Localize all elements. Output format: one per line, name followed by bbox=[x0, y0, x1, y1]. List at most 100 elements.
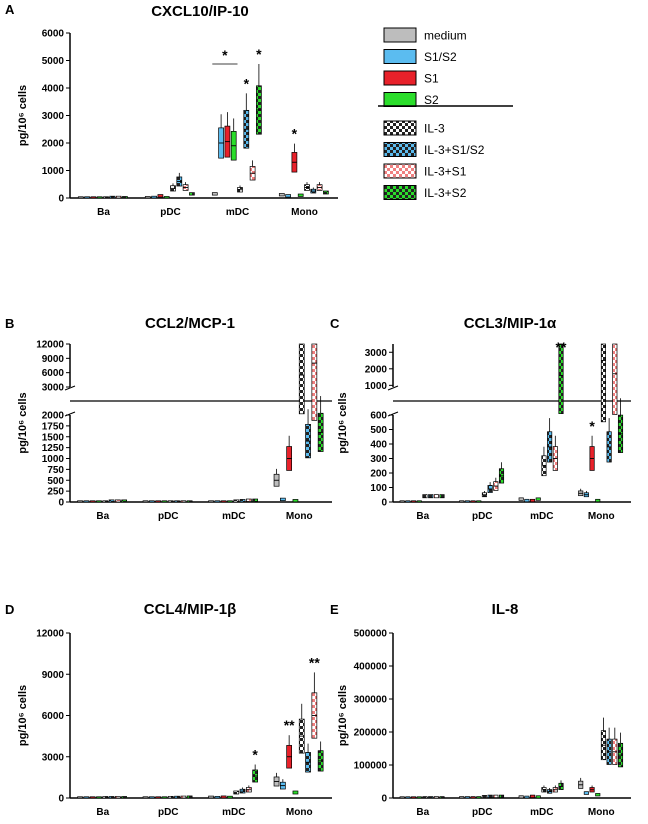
y-tick-label: 2000 bbox=[42, 411, 65, 422]
y-tick-label: 6000 bbox=[42, 711, 65, 722]
box-ba-il-3 bbox=[422, 796, 428, 799]
box-ba-s1 bbox=[90, 196, 97, 199]
x-tick-label-mdc: mDC bbox=[530, 807, 553, 818]
box-pdc-il-3-s2 bbox=[498, 794, 505, 798]
box-mono-il-3-s1 bbox=[311, 343, 318, 421]
box-mdc-il-3 bbox=[233, 499, 240, 503]
box-pdc-il-3-s1-s2 bbox=[174, 500, 180, 503]
box-pdc-s1 bbox=[155, 500, 161, 503]
legend-label: medium bbox=[424, 29, 467, 43]
y-axis-label: pg/10⁶ cells bbox=[337, 685, 349, 746]
box-pdc-medium bbox=[459, 796, 465, 799]
legend-label: S1/S2 bbox=[424, 50, 457, 64]
significance-mark: ** bbox=[284, 717, 295, 733]
significance-mark: * bbox=[292, 126, 298, 142]
y-axis-label: pg/10⁶ cells bbox=[17, 392, 29, 453]
y-tick-label: 3000 bbox=[365, 348, 388, 359]
y-tick-label: 9000 bbox=[42, 670, 65, 681]
y-tick-label: 200 bbox=[370, 469, 387, 480]
panel-title: CCL2/MCP-1 bbox=[145, 315, 235, 332]
box-mdc-medium bbox=[208, 795, 214, 799]
y-tick-label: 1250 bbox=[42, 443, 65, 454]
y-tick-label: 3000 bbox=[42, 752, 65, 763]
box-ba-s2 bbox=[96, 796, 102, 799]
legend-item-s2: S2 bbox=[383, 92, 439, 107]
box-mdc-s1 bbox=[220, 500, 227, 503]
box-ba-il-3-s1 bbox=[114, 796, 121, 799]
box-mono-il-3-s2 bbox=[323, 190, 329, 195]
box-ba-s1-s2 bbox=[83, 796, 90, 799]
box-pdc-il-3 bbox=[167, 500, 174, 503]
x-tick-label-mdc: mDC bbox=[226, 207, 249, 218]
y-tick-label: 300 bbox=[370, 454, 387, 465]
box-pdc-s2 bbox=[476, 500, 482, 503]
x-tick-label-ba: Ba bbox=[416, 807, 429, 818]
box-ba-medium bbox=[77, 500, 83, 503]
box-pdc-medium bbox=[144, 196, 151, 199]
box-mdc-s1-s2 bbox=[214, 795, 221, 799]
significance-mark: * bbox=[589, 418, 595, 434]
legend-item-s1: S1 bbox=[383, 70, 439, 86]
box-mdc-s1 bbox=[220, 795, 227, 799]
legend-swatch bbox=[383, 49, 417, 64]
x-tick-label-mono: Mono bbox=[291, 207, 318, 218]
box-pdc-il-3 bbox=[167, 795, 174, 799]
y-tick-label: 0 bbox=[381, 498, 387, 509]
panel-letter: A bbox=[5, 2, 15, 17]
y-tick-label: 3000 bbox=[42, 383, 65, 394]
y-tick-label: 250 bbox=[47, 487, 64, 498]
y-tick-label: 12000 bbox=[36, 629, 64, 640]
panel-e: E IL-8 pg/10⁶ cells 0 100000 200000 300000 4000… bbox=[330, 601, 631, 818]
box-pdc-il-3-s2 bbox=[189, 192, 195, 196]
box-ba-il-3 bbox=[102, 500, 109, 503]
box-ba-il-3 bbox=[102, 796, 109, 799]
x-tick-label-pdc: pDC bbox=[472, 511, 493, 522]
box-mdc-medium bbox=[208, 500, 214, 503]
box-pdc-medium bbox=[142, 796, 149, 799]
legend-swatch bbox=[383, 185, 417, 200]
box-ba-il-3-s2 bbox=[122, 196, 128, 199]
legend-label: S2 bbox=[424, 93, 439, 107]
box-pdc-s1-s2 bbox=[149, 796, 155, 799]
box-pdc-il-3-s1 bbox=[493, 794, 499, 798]
significance-mark: ** bbox=[309, 654, 320, 670]
panel-letter: B bbox=[5, 316, 14, 331]
box-mdc-s2 bbox=[535, 497, 541, 501]
box-ba-il-3-s1 bbox=[433, 796, 439, 799]
box-mdc-il-3-s1 bbox=[246, 498, 252, 502]
x-tick-label-mdc: mDC bbox=[222, 807, 245, 818]
box-mono-il-3 bbox=[600, 343, 606, 423]
box-pdc-s1-s2 bbox=[151, 195, 157, 199]
panel-b: B CCL2/MCP-1 pg/10⁶ cells 02505007501000125… bbox=[5, 315, 332, 522]
y-tick-label: 200000 bbox=[354, 728, 388, 739]
box-ba-s1 bbox=[89, 500, 96, 503]
box-ba-il-3-s1-s2 bbox=[428, 494, 434, 499]
x-tick-label-ba: Ba bbox=[97, 207, 110, 218]
box-ba-s2 bbox=[96, 196, 103, 199]
legend-label: IL-3+S2 bbox=[424, 186, 467, 200]
y-tick-label: 1750 bbox=[42, 421, 65, 432]
x-tick-label-ba: Ba bbox=[96, 807, 109, 818]
legend: medium S1/S2 S1 S2 IL-3 IL-3+S1/S2 IL-3+S1 IL-3… bbox=[378, 27, 513, 200]
box-ba-medium bbox=[77, 196, 84, 199]
box-pdc-s2 bbox=[161, 500, 168, 503]
box-pdc-s1-s2 bbox=[464, 796, 470, 799]
y-tick-label: 9000 bbox=[42, 354, 65, 365]
legend-swatch bbox=[383, 27, 417, 43]
box-ba-s1-s2 bbox=[84, 196, 90, 199]
y-tick-label: 0 bbox=[58, 498, 64, 509]
x-tick-label-ba: Ba bbox=[96, 511, 109, 522]
legend-swatch bbox=[383, 70, 417, 86]
x-tick-label-pdc: pDC bbox=[158, 807, 179, 818]
axis-break-mark bbox=[387, 385, 399, 391]
panel-c: C CCL3/MIP-1α pg/10⁶ cells 0 100 200 300 400 500… bbox=[330, 315, 631, 522]
y-axis-label: pg/10⁶ cells bbox=[17, 685, 29, 746]
box-ba-s1 bbox=[411, 500, 417, 503]
panel-title: IL-8 bbox=[492, 601, 519, 618]
legend-item-s1-s2: S1/S2 bbox=[383, 49, 457, 64]
box-pdc-s2 bbox=[163, 196, 170, 199]
box-pdc-il-3-s1 bbox=[180, 795, 187, 799]
x-tick-label-pdc: pDC bbox=[160, 207, 181, 218]
box-ba-medium bbox=[77, 796, 83, 799]
legend-swatch bbox=[383, 120, 417, 136]
